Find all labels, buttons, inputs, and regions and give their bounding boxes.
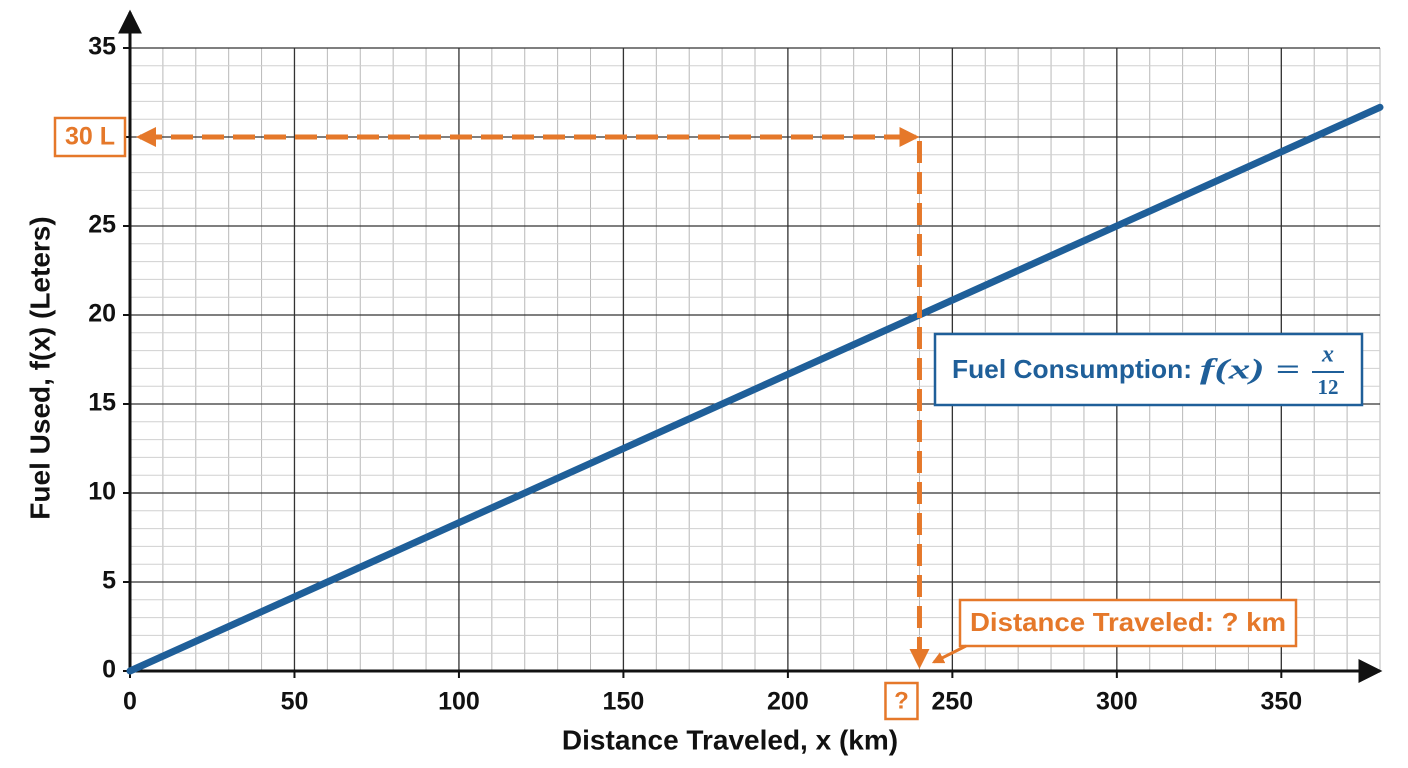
formula-label: Fuel Consumption:: [952, 354, 1192, 384]
formula-denominator: 12: [1318, 375, 1339, 399]
callout-box: [958, 598, 1298, 648]
x-tick-label: 250: [932, 688, 974, 716]
x-tick-label: 200: [767, 688, 809, 716]
x-tick-label: 300: [1096, 688, 1138, 716]
x-guide-label: ?: [894, 687, 909, 714]
fuel-line: [126, 103, 1384, 675]
callout-text: Distance Traveled: ? km: [970, 607, 1286, 637]
y-tick-label: 0: [102, 656, 116, 684]
x-axis-title: Distance Traveled, x (km): [562, 724, 898, 755]
y-tick-label: 25: [88, 211, 116, 239]
y-tick-label: 35: [88, 33, 116, 61]
y-axis-title: Fuel Used, f(x) (Leters): [24, 216, 55, 519]
x-tick-label: 350: [1260, 688, 1302, 716]
y-guide-label: 30 L: [65, 123, 115, 151]
y-tick-label: 15: [88, 389, 116, 417]
y-guide-label-box: [53, 116, 127, 158]
x-tick-label: 50: [281, 688, 309, 716]
y-tick-label: 5: [102, 567, 116, 595]
formula-lhs: f(x) =: [1200, 354, 1300, 386]
x-tick-label: 0: [123, 688, 137, 716]
y-tick-label: 20: [88, 300, 116, 328]
y-tick-label: 10: [88, 478, 116, 506]
x-guide-label-box: [884, 681, 919, 721]
callout-arrow: [931, 644, 967, 664]
x-tick-label: 150: [603, 688, 645, 716]
formula-numerator: x: [1321, 342, 1334, 368]
formula-box: [933, 332, 1364, 407]
x-tick-label: 100: [438, 688, 480, 716]
